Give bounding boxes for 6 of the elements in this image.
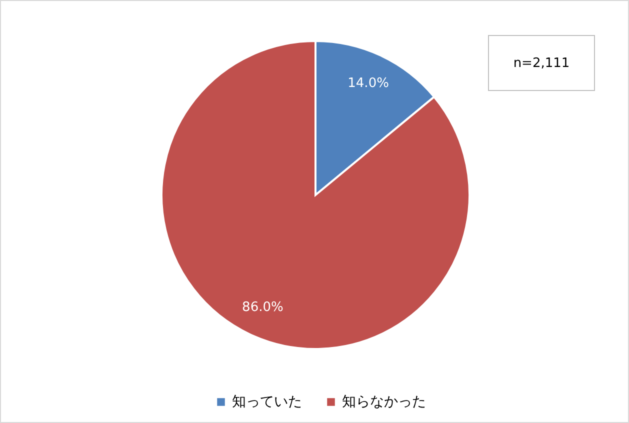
pie-slice xyxy=(160,40,470,350)
data-label: 86.0% xyxy=(242,300,284,316)
note-box: n=2,111 xyxy=(488,35,595,91)
legend-label: 知らなかった xyxy=(342,394,426,410)
data-label: 14.0% xyxy=(348,76,389,91)
legend-label: 知っていた xyxy=(232,394,302,410)
